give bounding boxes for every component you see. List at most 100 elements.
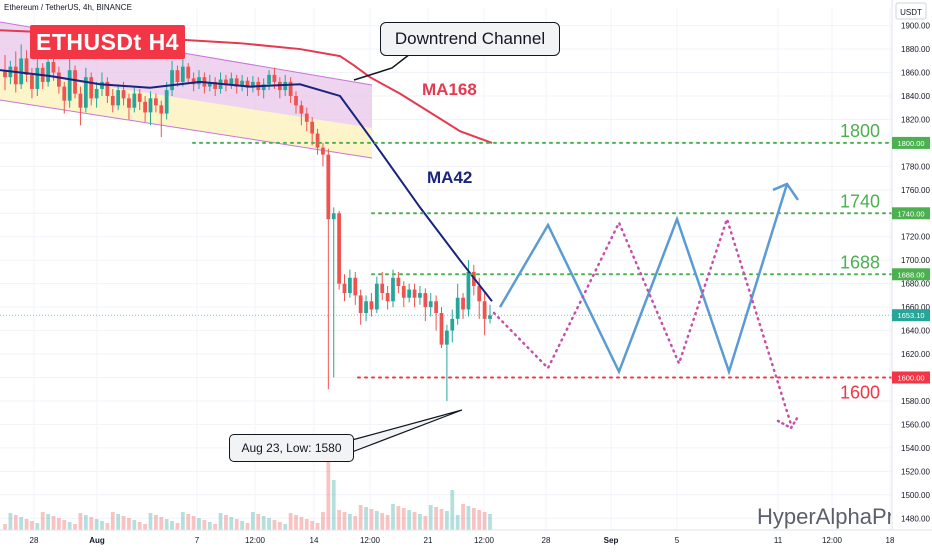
downtrend-callout: Downtrend Channel: [380, 22, 560, 56]
volume-bar: [35, 523, 40, 530]
volume-bar: [197, 518, 201, 530]
volume-bar: [240, 521, 244, 530]
candle-body: [186, 66, 191, 79]
candle-body: [213, 81, 218, 89]
candle-body: [369, 301, 374, 310]
volume-bar: [299, 517, 304, 530]
candle-body: [455, 297, 460, 319]
y-tick-label: 1720.00: [901, 233, 930, 242]
currency-label: USDT: [900, 8, 922, 17]
volume-bar: [164, 519, 169, 530]
y-tick-label: 1900.00: [901, 22, 930, 31]
volume-bar: [213, 524, 218, 530]
volume-bars: [3, 455, 492, 530]
candle-body: [148, 98, 153, 113]
volume-bar: [455, 515, 460, 530]
candle-body: [100, 81, 104, 89]
chart-title: ETHUSDt H4: [35, 28, 179, 55]
y-tick-label: 1760.00: [901, 186, 930, 195]
candle-body: [326, 154, 331, 220]
volume-bar: [418, 514, 422, 530]
volume-bar: [191, 516, 196, 530]
volume-bar: [412, 512, 417, 530]
volume-bar: [396, 506, 401, 530]
volume-bar: [288, 513, 293, 530]
volume-bar: [423, 516, 428, 530]
projection-blue-path: [498, 183, 789, 376]
x-tick-label: 18: [886, 536, 895, 545]
candle-body: [35, 67, 40, 89]
volume-bar: [401, 508, 406, 530]
volume-bar: [331, 480, 336, 530]
volume-bar: [337, 510, 341, 530]
volume-bar: [159, 517, 164, 530]
y-tick-label: 1500.00: [901, 491, 930, 500]
volume-bar: [132, 520, 137, 530]
candle-body: [191, 78, 196, 85]
volume-bar: [445, 511, 449, 530]
low-callout-text: Aug 23, Low: 1580: [241, 441, 342, 455]
volume-bar: [439, 509, 444, 530]
y-tick-label: 1660.00: [901, 303, 930, 312]
volume-bar: [3, 524, 7, 530]
candle-body: [461, 297, 465, 310]
candle-body: [321, 147, 325, 155]
volume-bar: [272, 520, 277, 530]
candle-body: [57, 72, 61, 87]
candle-body: [229, 78, 234, 85]
candle-body: [180, 66, 185, 82]
volume-bar: [374, 511, 379, 530]
downtrend-pointer: [353, 53, 411, 81]
volume-bar: [127, 518, 131, 530]
candle-body: [261, 84, 266, 91]
low-pointer: [351, 409, 463, 453]
candle-body: [73, 70, 77, 94]
candle-body: [267, 74, 271, 85]
y-tick-label: 1540.00: [901, 444, 930, 453]
projection-paths: [492, 182, 801, 430]
candle-body: [121, 90, 126, 99]
candle-body: [19, 58, 24, 85]
candle-body: [466, 271, 471, 310]
candle-body: [488, 315, 492, 319]
x-tick-label: 28: [30, 536, 39, 545]
volume-bar: [353, 516, 358, 530]
volume-bar: [471, 508, 476, 530]
volume-bar: [24, 519, 29, 530]
candle-body: [342, 283, 347, 294]
x-tick-label: 5: [675, 536, 680, 545]
x-tick-label: 21: [424, 536, 433, 545]
volume-bar: [407, 510, 412, 530]
candle-body: [30, 74, 34, 89]
candle-body: [51, 61, 56, 73]
candle-body: [288, 81, 293, 96]
volume-bar: [67, 522, 72, 530]
candle-body: [234, 78, 239, 87]
candle-body: [154, 98, 158, 106]
y-tick-label: 1680.00: [901, 280, 930, 289]
x-tick-label: 12:00: [474, 536, 495, 545]
volume-bar: [110, 512, 115, 530]
volume-bar: [461, 504, 465, 530]
candle-body: [283, 81, 288, 91]
candle-body: [197, 77, 201, 85]
volume-bar: [224, 515, 228, 530]
volume-bar: [267, 518, 271, 530]
candle-body: [240, 80, 244, 87]
level-label: 1800: [840, 121, 880, 141]
volume-bar: [105, 523, 110, 530]
volume-bar: [251, 512, 255, 530]
volume-bar: [342, 512, 347, 530]
candle-body: [477, 286, 482, 302]
candle-body: [110, 95, 115, 106]
volume-bar: [364, 507, 368, 530]
volume-bar: [57, 518, 61, 530]
currency-box[interactable]: [895, 2, 927, 20]
candle-body: [78, 93, 83, 108]
volume-bar: [466, 506, 471, 530]
candle-body: [304, 113, 309, 122]
current-price-badge: [892, 309, 930, 322]
volume-bar: [218, 513, 223, 530]
x-tick-label: 11: [774, 536, 783, 545]
